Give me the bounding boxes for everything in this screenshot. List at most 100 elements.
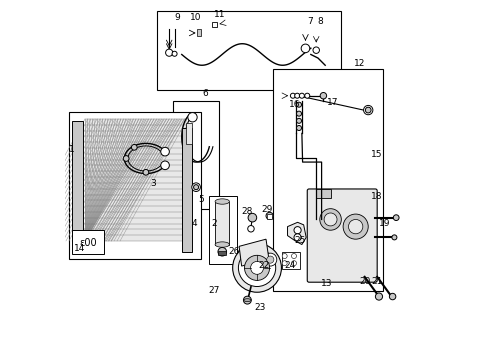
Text: 15: 15 — [370, 150, 382, 159]
Bar — [212, 22, 217, 27]
Polygon shape — [239, 239, 268, 266]
Text: 12: 12 — [353, 59, 364, 68]
Bar — [85, 119, 187, 241]
Circle shape — [142, 170, 148, 175]
Circle shape — [161, 161, 169, 170]
Bar — [186, 123, 192, 144]
Circle shape — [172, 51, 177, 56]
Text: 9: 9 — [174, 13, 180, 22]
Circle shape — [265, 212, 273, 220]
Circle shape — [291, 261, 296, 266]
Circle shape — [290, 93, 295, 98]
Text: 24: 24 — [284, 261, 295, 270]
Bar — [273, 69, 382, 291]
Circle shape — [293, 226, 301, 234]
Circle shape — [187, 113, 197, 122]
Circle shape — [343, 214, 367, 239]
Text: 18: 18 — [370, 192, 382, 201]
Text: 4: 4 — [191, 219, 197, 228]
Circle shape — [363, 105, 372, 115]
Circle shape — [218, 247, 226, 256]
Circle shape — [247, 226, 254, 232]
Circle shape — [296, 102, 301, 107]
Text: 11: 11 — [213, 10, 224, 19]
Text: 22: 22 — [257, 261, 268, 270]
Bar — [316, 189, 330, 198]
Circle shape — [165, 49, 172, 56]
Circle shape — [291, 253, 296, 258]
Text: 25: 25 — [293, 236, 305, 245]
Text: 14: 14 — [74, 244, 85, 253]
Ellipse shape — [215, 242, 229, 247]
Bar — [208, 196, 237, 264]
Bar — [215, 202, 229, 244]
Circle shape — [320, 93, 326, 99]
Circle shape — [388, 293, 395, 300]
Text: 3: 3 — [150, 179, 156, 188]
Text: 19: 19 — [379, 219, 390, 228]
Circle shape — [131, 144, 137, 150]
Circle shape — [191, 183, 200, 192]
Bar — [218, 251, 225, 255]
Text: 7: 7 — [306, 17, 312, 26]
Text: 21: 21 — [371, 276, 382, 285]
Circle shape — [238, 249, 275, 287]
Text: 29: 29 — [261, 205, 272, 214]
Ellipse shape — [244, 299, 250, 302]
Text: 8: 8 — [317, 17, 323, 26]
Circle shape — [296, 111, 301, 116]
Circle shape — [294, 93, 299, 98]
Circle shape — [123, 156, 129, 161]
Text: 5: 5 — [198, 195, 204, 204]
Circle shape — [296, 118, 301, 123]
Circle shape — [244, 255, 269, 280]
Circle shape — [250, 261, 263, 274]
Text: 13: 13 — [320, 279, 331, 288]
Circle shape — [296, 126, 301, 131]
Bar — [72, 121, 83, 252]
Text: 1: 1 — [69, 145, 74, 154]
Circle shape — [324, 213, 336, 226]
Text: 26: 26 — [228, 247, 240, 256]
Circle shape — [247, 213, 256, 222]
Circle shape — [304, 93, 309, 98]
Text: 17: 17 — [326, 98, 337, 107]
Circle shape — [312, 47, 319, 53]
Bar — [197, 30, 201, 36]
Circle shape — [348, 220, 362, 234]
Text: 16: 16 — [288, 100, 300, 109]
Polygon shape — [287, 222, 305, 244]
Text: ε00: ε00 — [79, 238, 97, 248]
Circle shape — [243, 296, 251, 304]
Bar — [182, 128, 191, 252]
FancyBboxPatch shape — [306, 189, 376, 282]
Bar — [281, 252, 299, 269]
Circle shape — [365, 107, 370, 113]
Circle shape — [301, 44, 309, 53]
Circle shape — [264, 253, 276, 266]
Bar — [266, 214, 272, 220]
Text: 28: 28 — [241, 207, 252, 216]
Circle shape — [375, 293, 382, 300]
Circle shape — [392, 215, 398, 221]
Text: 2: 2 — [211, 219, 216, 228]
Circle shape — [282, 261, 286, 266]
Bar — [69, 112, 201, 259]
Circle shape — [193, 185, 198, 190]
Ellipse shape — [215, 199, 229, 204]
Circle shape — [299, 93, 304, 98]
Bar — [172, 101, 219, 209]
Circle shape — [293, 234, 301, 241]
Bar — [72, 230, 104, 253]
Circle shape — [266, 256, 273, 263]
Circle shape — [391, 235, 396, 240]
Bar — [156, 12, 341, 90]
Circle shape — [282, 253, 286, 258]
Text: 10: 10 — [190, 13, 202, 22]
Text: 27: 27 — [208, 286, 220, 295]
Circle shape — [319, 209, 341, 230]
Circle shape — [232, 243, 281, 292]
Text: 6: 6 — [202, 89, 207, 98]
Circle shape — [161, 147, 169, 156]
Text: 20: 20 — [359, 276, 370, 285]
